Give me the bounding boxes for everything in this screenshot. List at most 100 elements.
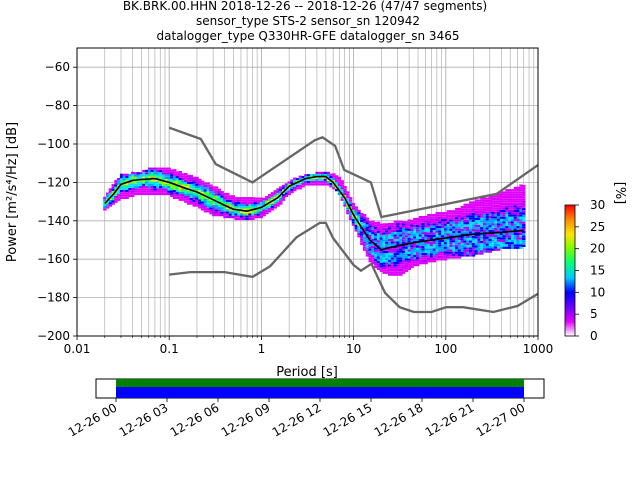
- ppsd-cell: [474, 224, 479, 227]
- ppsd-cell: [365, 229, 370, 232]
- ppsd-cell: [382, 250, 386, 254]
- ppsd-cell: [415, 229, 420, 232]
- ppsd-cell: [404, 242, 409, 245]
- ppsd-cell: [354, 210, 358, 214]
- ppsd-cell: [379, 225, 384, 229]
- ppsd-cell: [457, 212, 462, 215]
- ppsd-cell: [402, 230, 406, 233]
- ppsd-cell: [502, 216, 506, 219]
- ppsd-cell: [483, 211, 487, 214]
- ppsd-cell: [455, 214, 459, 218]
- ppsd-cell: [376, 230, 381, 234]
- ppsd-cell: [496, 204, 501, 208]
- ppsd-cell: [427, 243, 431, 247]
- ppsd-cell: [133, 183, 138, 186]
- ppsd-cell: [307, 183, 311, 186]
- ppsd-cell: [348, 197, 353, 200]
- ppsd-cell: [441, 225, 445, 229]
- ppsd-cell: [469, 240, 473, 243]
- ppsd-cell: [103, 196, 107, 199]
- ppsd-cell: [510, 198, 515, 201]
- ppsd-cell: [326, 178, 331, 181]
- ppsd-cell: [488, 225, 493, 228]
- ppsd-cell: [256, 199, 261, 203]
- ppsd-cell: [346, 193, 350, 196]
- ppsd-cell: [522, 228, 526, 231]
- ppsd-cell: [396, 239, 400, 242]
- ppsd-cell: [242, 215, 247, 218]
- ppsd-cell: [376, 265, 381, 268]
- ppsd-cell: [466, 252, 470, 255]
- ppsd-cell: [388, 222, 392, 226]
- ppsd-cell: [119, 185, 124, 188]
- ppsd-cell: [253, 197, 258, 200]
- ppsd-cell: [164, 167, 169, 170]
- ppsd-cell: [323, 178, 328, 181]
- ppsd-cell: [494, 211, 498, 214]
- ppsd-cell: [480, 201, 484, 204]
- ppsd-cell: [452, 251, 456, 254]
- ppsd-cell: [382, 234, 386, 237]
- ppsd-cell: [438, 212, 442, 215]
- ppsd-cell: [150, 179, 155, 182]
- ppsd-cell: [402, 262, 406, 265]
- ppsd-cell: [491, 246, 495, 249]
- ppsd-cell: [181, 182, 185, 185]
- ppsd-cell: [382, 246, 386, 249]
- ppsd-cell: [413, 250, 417, 253]
- ppsd-cell: [402, 223, 406, 226]
- ppsd-cell: [198, 178, 202, 181]
- ppsd-cell: [172, 196, 177, 199]
- ppsd-cell: [460, 219, 465, 222]
- ppsd-cell: [167, 174, 171, 177]
- ppsd-cell: [231, 211, 236, 214]
- ppsd-cell: [502, 239, 506, 242]
- ppsd-cell: [231, 204, 236, 207]
- ppsd-cell: [429, 223, 434, 226]
- ppsd-cell: [150, 172, 155, 175]
- ppsd-cell: [488, 245, 493, 249]
- ppsd-cell: [388, 271, 392, 274]
- ppsd-cell: [385, 230, 389, 233]
- ppsd-cell: [474, 236, 479, 239]
- ppsd-cell: [443, 253, 448, 256]
- ppsd-cell: [474, 243, 479, 246]
- ppsd-cell: [346, 212, 350, 215]
- ppsd-cell: [510, 237, 515, 240]
- ppsd-cell: [393, 271, 398, 274]
- ppsd-cell: [362, 237, 367, 240]
- ppsd-cell: [402, 264, 406, 267]
- ppsd-cell: [502, 242, 506, 245]
- ppsd-cell: [340, 182, 344, 185]
- ppsd-cell: [449, 217, 453, 220]
- ppsd-cell: [421, 218, 425, 221]
- ppsd-cell: [438, 244, 442, 247]
- ppsd-cell: [393, 243, 398, 246]
- ppsd-cell: [357, 214, 361, 217]
- ppsd-cell: [388, 273, 392, 276]
- ppsd-cell: [404, 258, 409, 261]
- ppsd-cell: [413, 263, 417, 267]
- ppsd-cell: [119, 192, 124, 195]
- ppsd-cell: [365, 238, 370, 241]
- ppsd-cell: [474, 250, 479, 253]
- ppsd-cell: [374, 231, 378, 234]
- ppsd-cell: [415, 227, 420, 230]
- ppsd-cell: [415, 238, 420, 241]
- ppsd-cell: [184, 175, 188, 178]
- ppsd-cell: [351, 202, 356, 206]
- ppsd-cell: [368, 260, 372, 263]
- ppsd-cell: [480, 245, 484, 248]
- ppsd-cell: [105, 204, 110, 207]
- ppsd-cell: [131, 174, 135, 177]
- ppsd-cell: [474, 215, 479, 218]
- ppsd-cell: [491, 195, 495, 198]
- x-tick-label: 100: [434, 342, 457, 356]
- ppsd-cell: [469, 235, 473, 239]
- ppsd-cell: [253, 202, 258, 205]
- ppsd-cell: [435, 212, 439, 215]
- ppsd-cell: [217, 200, 222, 203]
- ppsd-cell: [371, 259, 375, 262]
- ppsd-cell: [441, 246, 445, 249]
- ppsd-cell: [133, 192, 138, 196]
